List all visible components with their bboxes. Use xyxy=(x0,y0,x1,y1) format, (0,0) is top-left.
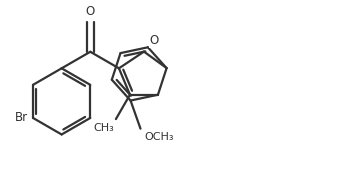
Text: CH₃: CH₃ xyxy=(93,123,114,133)
Text: O: O xyxy=(149,34,159,47)
Text: Br: Br xyxy=(15,111,28,124)
Text: O: O xyxy=(86,5,95,18)
Text: OCH₃: OCH₃ xyxy=(144,132,173,142)
